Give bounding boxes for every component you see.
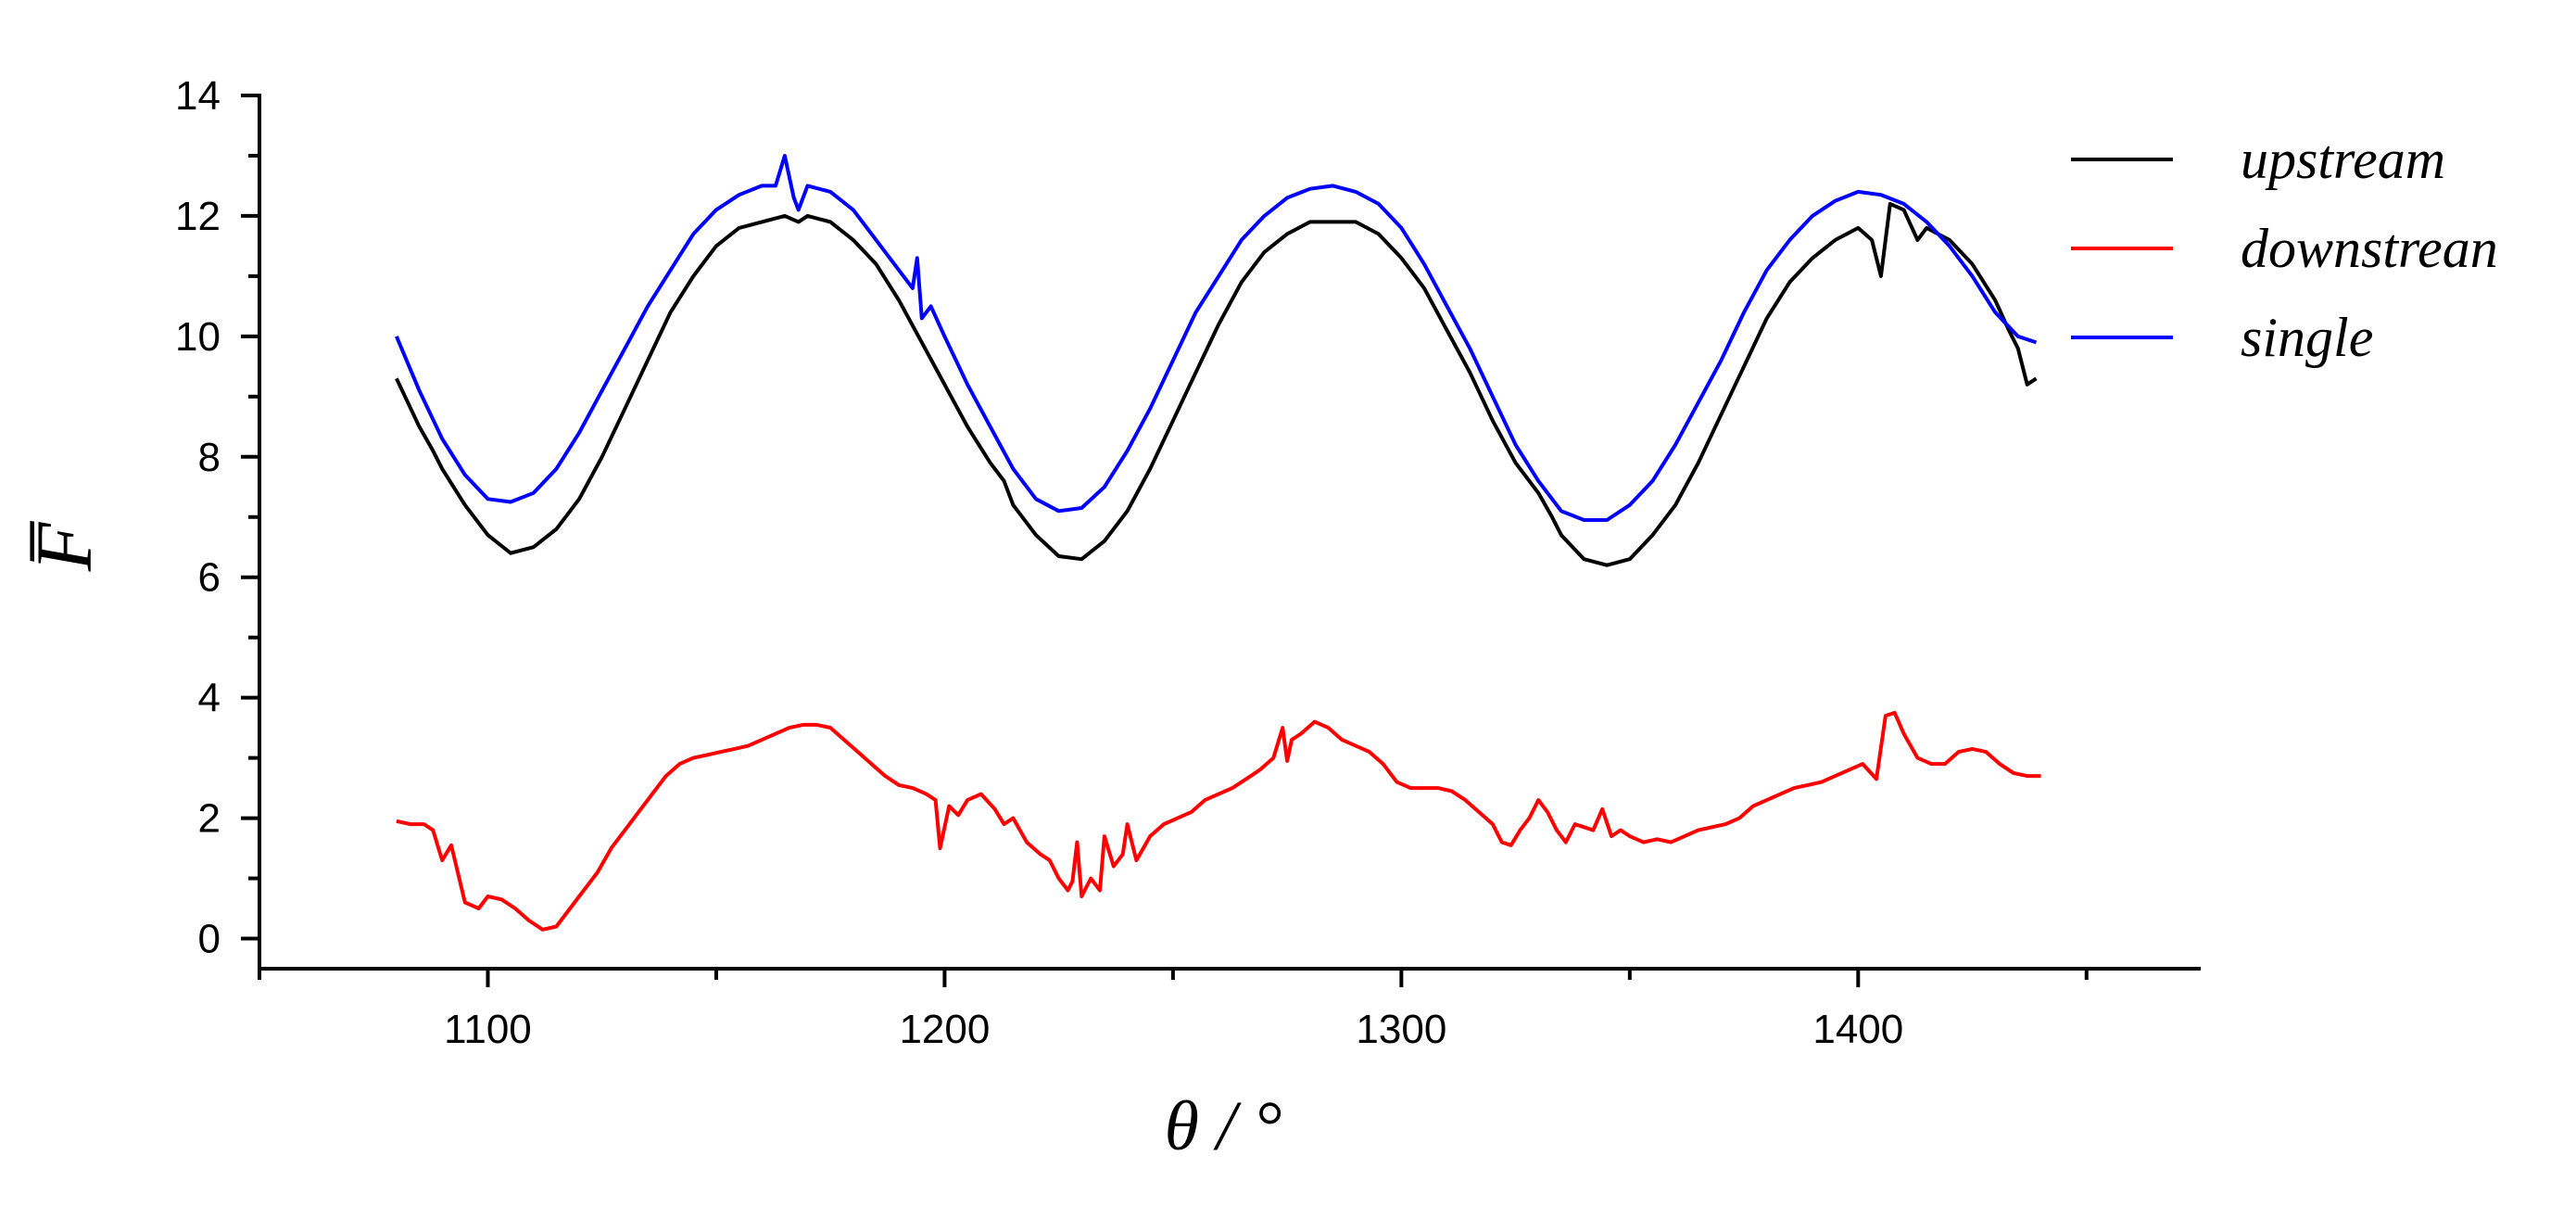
y-axis-title: F̅ (19, 520, 108, 572)
plot-area (395, 154, 2041, 932)
x-tick-label: 1200 (899, 1007, 990, 1052)
y-tick-label: 14 (175, 73, 221, 119)
x-tick-label: 1400 (1812, 1007, 1903, 1052)
y-tick-label: 4 (198, 676, 221, 721)
y-tick-label: 2 (198, 796, 221, 842)
series-single-line (395, 154, 2038, 522)
y-tick-label: 10 (175, 314, 221, 360)
x-tick-label: 1100 (444, 1007, 532, 1052)
legend-label-upstream: upstream (2241, 129, 2445, 190)
y-tick-label: 0 (198, 917, 221, 962)
x-axis-title: θ / ° (1165, 1087, 1282, 1165)
series-upstream-line (395, 201, 2038, 567)
y-tick-label: 6 (198, 555, 221, 601)
legend-label-downstrean: downstrean (2241, 218, 2498, 279)
series-downstrean-line (396, 710, 2041, 932)
y-tick-label: 12 (175, 194, 221, 239)
legend: upstream downstrean single (2071, 129, 2498, 368)
axes: 1100 1200 1300 1400 0 2 4 6 8 10 12 14 (175, 73, 2201, 1052)
y-tick-label: 8 (198, 435, 221, 480)
x-tick-label: 1300 (1356, 1007, 1446, 1052)
legend-label-single: single (2241, 307, 2373, 368)
